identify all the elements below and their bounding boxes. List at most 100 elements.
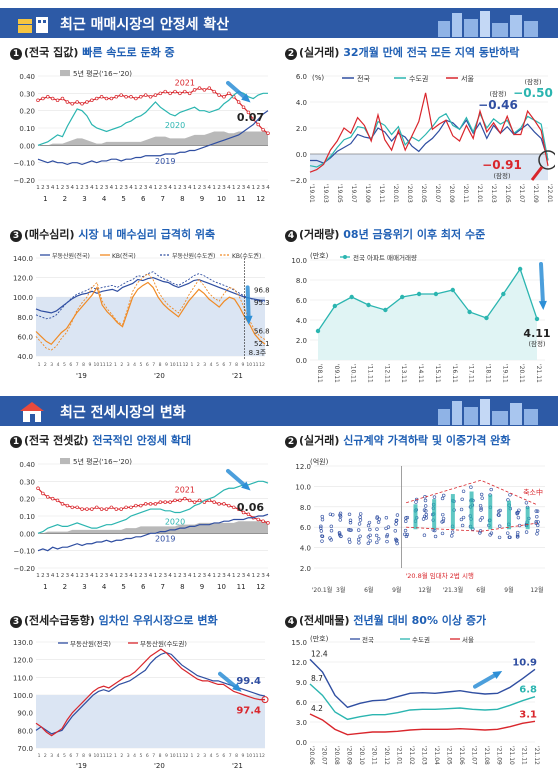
start-value-label: 8.7: [311, 674, 323, 683]
month-tick-label: 7: [229, 362, 232, 368]
month-tick-label: 6: [222, 753, 225, 759]
point-2021: [261, 519, 265, 523]
x-tick-label: '21.05: [504, 184, 511, 203]
point-2021: [99, 95, 104, 99]
week-tick-label: 3: [183, 185, 187, 191]
point-2021: [46, 495, 50, 499]
price-gap-bar: [488, 494, 493, 530]
price-gap-bar: [450, 494, 455, 530]
transaction-point: [358, 534, 362, 538]
chart-sale-transaction: 6.0 4.0 2.0 0.0 −2.0 (%) 전국 수도권 서울 '19.01 '19.03 '1…: [290, 73, 555, 203]
legend-label: 부동산원(전국): [70, 639, 111, 648]
y-tick-label: 6.0: [296, 297, 307, 305]
trend-arrow-head: [241, 93, 251, 103]
chart-buyer-sentiment: 140.0 120.0 100.0 80.0 60.0 40.0 부동산원(전국) KB(전국…: [13, 252, 270, 380]
x-tick-label: '14.11: [417, 364, 424, 383]
point-2021: [173, 89, 177, 94]
month-label: 2: [63, 195, 67, 203]
series-서울: [309, 92, 549, 173]
y-tick-label: 0.00: [19, 530, 35, 538]
x-tick-label: '17.11: [468, 364, 475, 383]
month-tick-label: 9: [89, 362, 92, 368]
section-title: 최근 매매시장의 안정세 확산: [60, 17, 230, 33]
series-전국: [310, 119, 549, 164]
month-tick-label: 5: [140, 753, 143, 759]
y-tick-label: 0.40: [19, 73, 35, 81]
point-2021: [50, 496, 55, 501]
transaction-point: [440, 520, 444, 524]
transaction-point: [497, 524, 502, 528]
series-수도권: [309, 112, 549, 168]
week-tick-label: 3: [144, 185, 148, 191]
x-tick-label: '09.11: [333, 364, 340, 383]
year-label: '19: [76, 372, 87, 380]
point-2021: [168, 500, 172, 504]
transaction-point: [422, 508, 427, 512]
end-value-label: 4.11: [523, 327, 550, 340]
y-tick-label: 80.0: [17, 727, 33, 735]
chart-jeonse-price-weekly: 0.40 0.30 0.20 0.10 0.00 −0.10 −0.20 5년 평균('16~…: [14, 457, 271, 591]
week-tick-label: 1: [75, 573, 79, 579]
week-tick-label: 4: [129, 185, 133, 191]
y-tick-label: 12.0: [291, 659, 307, 667]
value-label: 95.3: [254, 299, 270, 307]
point-2021: [202, 88, 207, 92]
legend-label: 서울: [462, 635, 474, 644]
transaction-point: [488, 533, 492, 537]
panel-title-3: 3 (매수심리) 시장 내 매수심리 급격히 위축: [10, 226, 215, 242]
month-label: 6: [141, 583, 146, 591]
point-2021: [168, 91, 172, 96]
week-tick-label: 4: [90, 573, 94, 579]
y-tick-label: 40.0: [17, 353, 33, 361]
callout-note: (잠정): [524, 77, 541, 86]
week-tick-label: 3: [183, 573, 187, 579]
week-tick-label: 2: [119, 573, 123, 579]
transaction-point: [489, 487, 493, 492]
transaction-point: [395, 538, 399, 542]
transaction-point: [320, 539, 324, 543]
point-2021: [222, 502, 226, 506]
point-2021: [241, 105, 246, 109]
x-tick-label: 12월: [530, 586, 543, 594]
transaction-point: [347, 512, 352, 516]
value-label: 52.1: [254, 340, 270, 348]
transaction-point: [403, 528, 408, 533]
week-tick-label: 4: [90, 185, 94, 191]
weeks-label: 8.3주: [249, 349, 267, 357]
end-marker: [261, 696, 269, 704]
month-label: 11: [237, 195, 246, 203]
legend-swatch-avg: [60, 458, 70, 464]
transaction-point: [515, 535, 520, 539]
price-gap-bar: [432, 499, 437, 530]
point-2021: [143, 93, 148, 97]
magnifier-handle: [530, 166, 544, 181]
end-value-label: 3.1: [519, 709, 537, 720]
point-2021: [90, 507, 94, 511]
point-2021: [109, 96, 114, 101]
y-tick-label: 100.0: [13, 294, 33, 302]
month-tick-label: 7: [76, 753, 79, 759]
year-label: '19: [76, 762, 87, 770]
transaction-point: [348, 520, 353, 525]
week-tick-label: 2: [178, 573, 182, 579]
data-point: [517, 266, 523, 272]
transaction-point: [320, 514, 324, 519]
y-tick-label: 0.30: [19, 90, 35, 98]
y-tick-label: 70.0: [17, 745, 33, 753]
x-tick-label: '21.06: [458, 746, 465, 765]
x-tick-label: '21.11: [535, 364, 542, 383]
point-2021: [192, 88, 197, 92]
transaction-point: [368, 539, 372, 543]
series-label-2019: 2019: [155, 157, 175, 166]
week-tick-label: 1: [193, 573, 197, 579]
week-tick-label: 3: [163, 185, 167, 191]
transaction-point: [535, 528, 540, 533]
point-2021: [80, 101, 84, 106]
y-tick-label: 12.0: [295, 463, 311, 471]
point-2021: [178, 91, 182, 96]
series-부동산원(수도권): [35, 271, 266, 320]
point-2021: [109, 505, 114, 510]
y-tick-label: 6.0: [296, 699, 307, 707]
point-2021: [104, 507, 109, 511]
point-2021: [148, 95, 153, 99]
